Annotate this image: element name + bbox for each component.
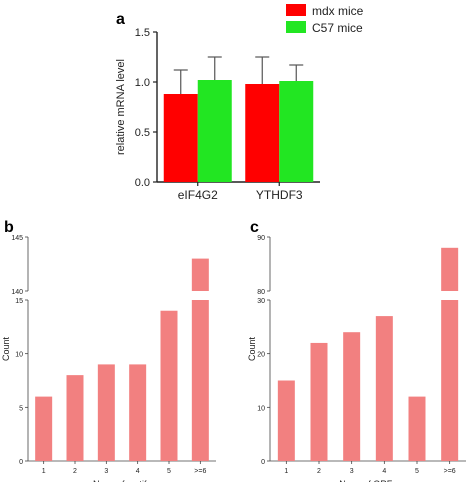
- panel-label-a: a: [116, 11, 125, 28]
- x-tick-label: >=6: [444, 468, 456, 475]
- y-tick-label: 30: [257, 298, 265, 305]
- bar: [408, 396, 426, 461]
- y-axis-title: Count: [247, 337, 257, 362]
- x-tick-label: 2: [73, 468, 77, 475]
- x-tick-label: 5: [415, 468, 419, 475]
- bar: [160, 310, 178, 461]
- legend-label: mdx mice: [312, 4, 364, 18]
- y-axis-title: Count: [1, 337, 11, 362]
- y-tick-label: 1.5: [135, 27, 150, 39]
- panel-label-c: c: [250, 219, 259, 236]
- y-tick-label: 5: [19, 405, 23, 412]
- y-tick-label: 140: [11, 289, 23, 296]
- y-tick-label: 0.0: [135, 177, 150, 189]
- bar: [97, 364, 115, 461]
- chart-b: 0 5 10 15 140 145 1 2 3 4 5 >=6 Num. of motifs Count: [1, 235, 216, 482]
- y-tick-label: 10: [257, 405, 265, 412]
- y-tick-label: 10: [15, 352, 23, 359]
- y-tick-label: 15: [15, 298, 23, 305]
- bar: [310, 342, 328, 461]
- x-tick-label: 3: [104, 468, 108, 475]
- bar: [197, 80, 232, 182]
- y-tick-label: 1.0: [135, 77, 150, 89]
- y-tick-label: 0: [261, 459, 265, 466]
- bar: [279, 81, 314, 182]
- bar: [163, 94, 198, 182]
- legend-swatch: [286, 4, 306, 16]
- y-tick-label: 80: [257, 289, 265, 296]
- bar-upper-segment: [191, 258, 209, 291]
- x-tick-label: 1: [284, 468, 288, 475]
- x-tick-label: 4: [382, 468, 386, 475]
- bar: [129, 364, 147, 461]
- x-tick-label: YTHDF3: [256, 188, 303, 202]
- x-axis-title: Num. of motifs: [93, 479, 152, 482]
- bar: [245, 84, 280, 182]
- x-tick-label: 4: [136, 468, 140, 475]
- x-tick-label: 2: [317, 468, 321, 475]
- x-tick-label: 3: [350, 468, 354, 475]
- bar: [375, 316, 393, 461]
- bar-lower-segment: [191, 300, 209, 461]
- bar: [343, 332, 361, 461]
- y-tick-label: 0.5: [135, 127, 150, 139]
- x-tick-label: 1: [42, 468, 46, 475]
- legend-swatch: [286, 21, 306, 33]
- y-axis-title: relative mRNA level: [115, 59, 127, 155]
- legend-label: C57 mice: [312, 21, 363, 35]
- y-tick-label: 90: [257, 235, 265, 242]
- x-tick-label: >=6: [194, 468, 206, 475]
- chart-c: 0 10 20 30 80 90 1 2 3 4 5 >=6 Num. of ORFs Count: [247, 235, 466, 482]
- bar-upper-segment: [441, 247, 459, 291]
- x-axis-title: Num. of ORFs: [339, 479, 397, 482]
- x-tick-label: 5: [167, 468, 171, 475]
- panel-label-b: b: [4, 219, 14, 236]
- y-tick-label: 145: [11, 235, 23, 242]
- bar-lower-segment: [441, 300, 459, 461]
- bar: [277, 380, 295, 461]
- bar: [66, 375, 84, 461]
- bar: [35, 396, 53, 461]
- x-tick-label: eIF4G2: [178, 188, 218, 202]
- chart-a: 0.0 0.5 1.0 1.5 eIF4G2 YTHDF3 relative mRNA le…: [115, 4, 364, 202]
- y-tick-label: 20: [257, 352, 265, 359]
- y-tick-label: 0: [19, 459, 23, 466]
